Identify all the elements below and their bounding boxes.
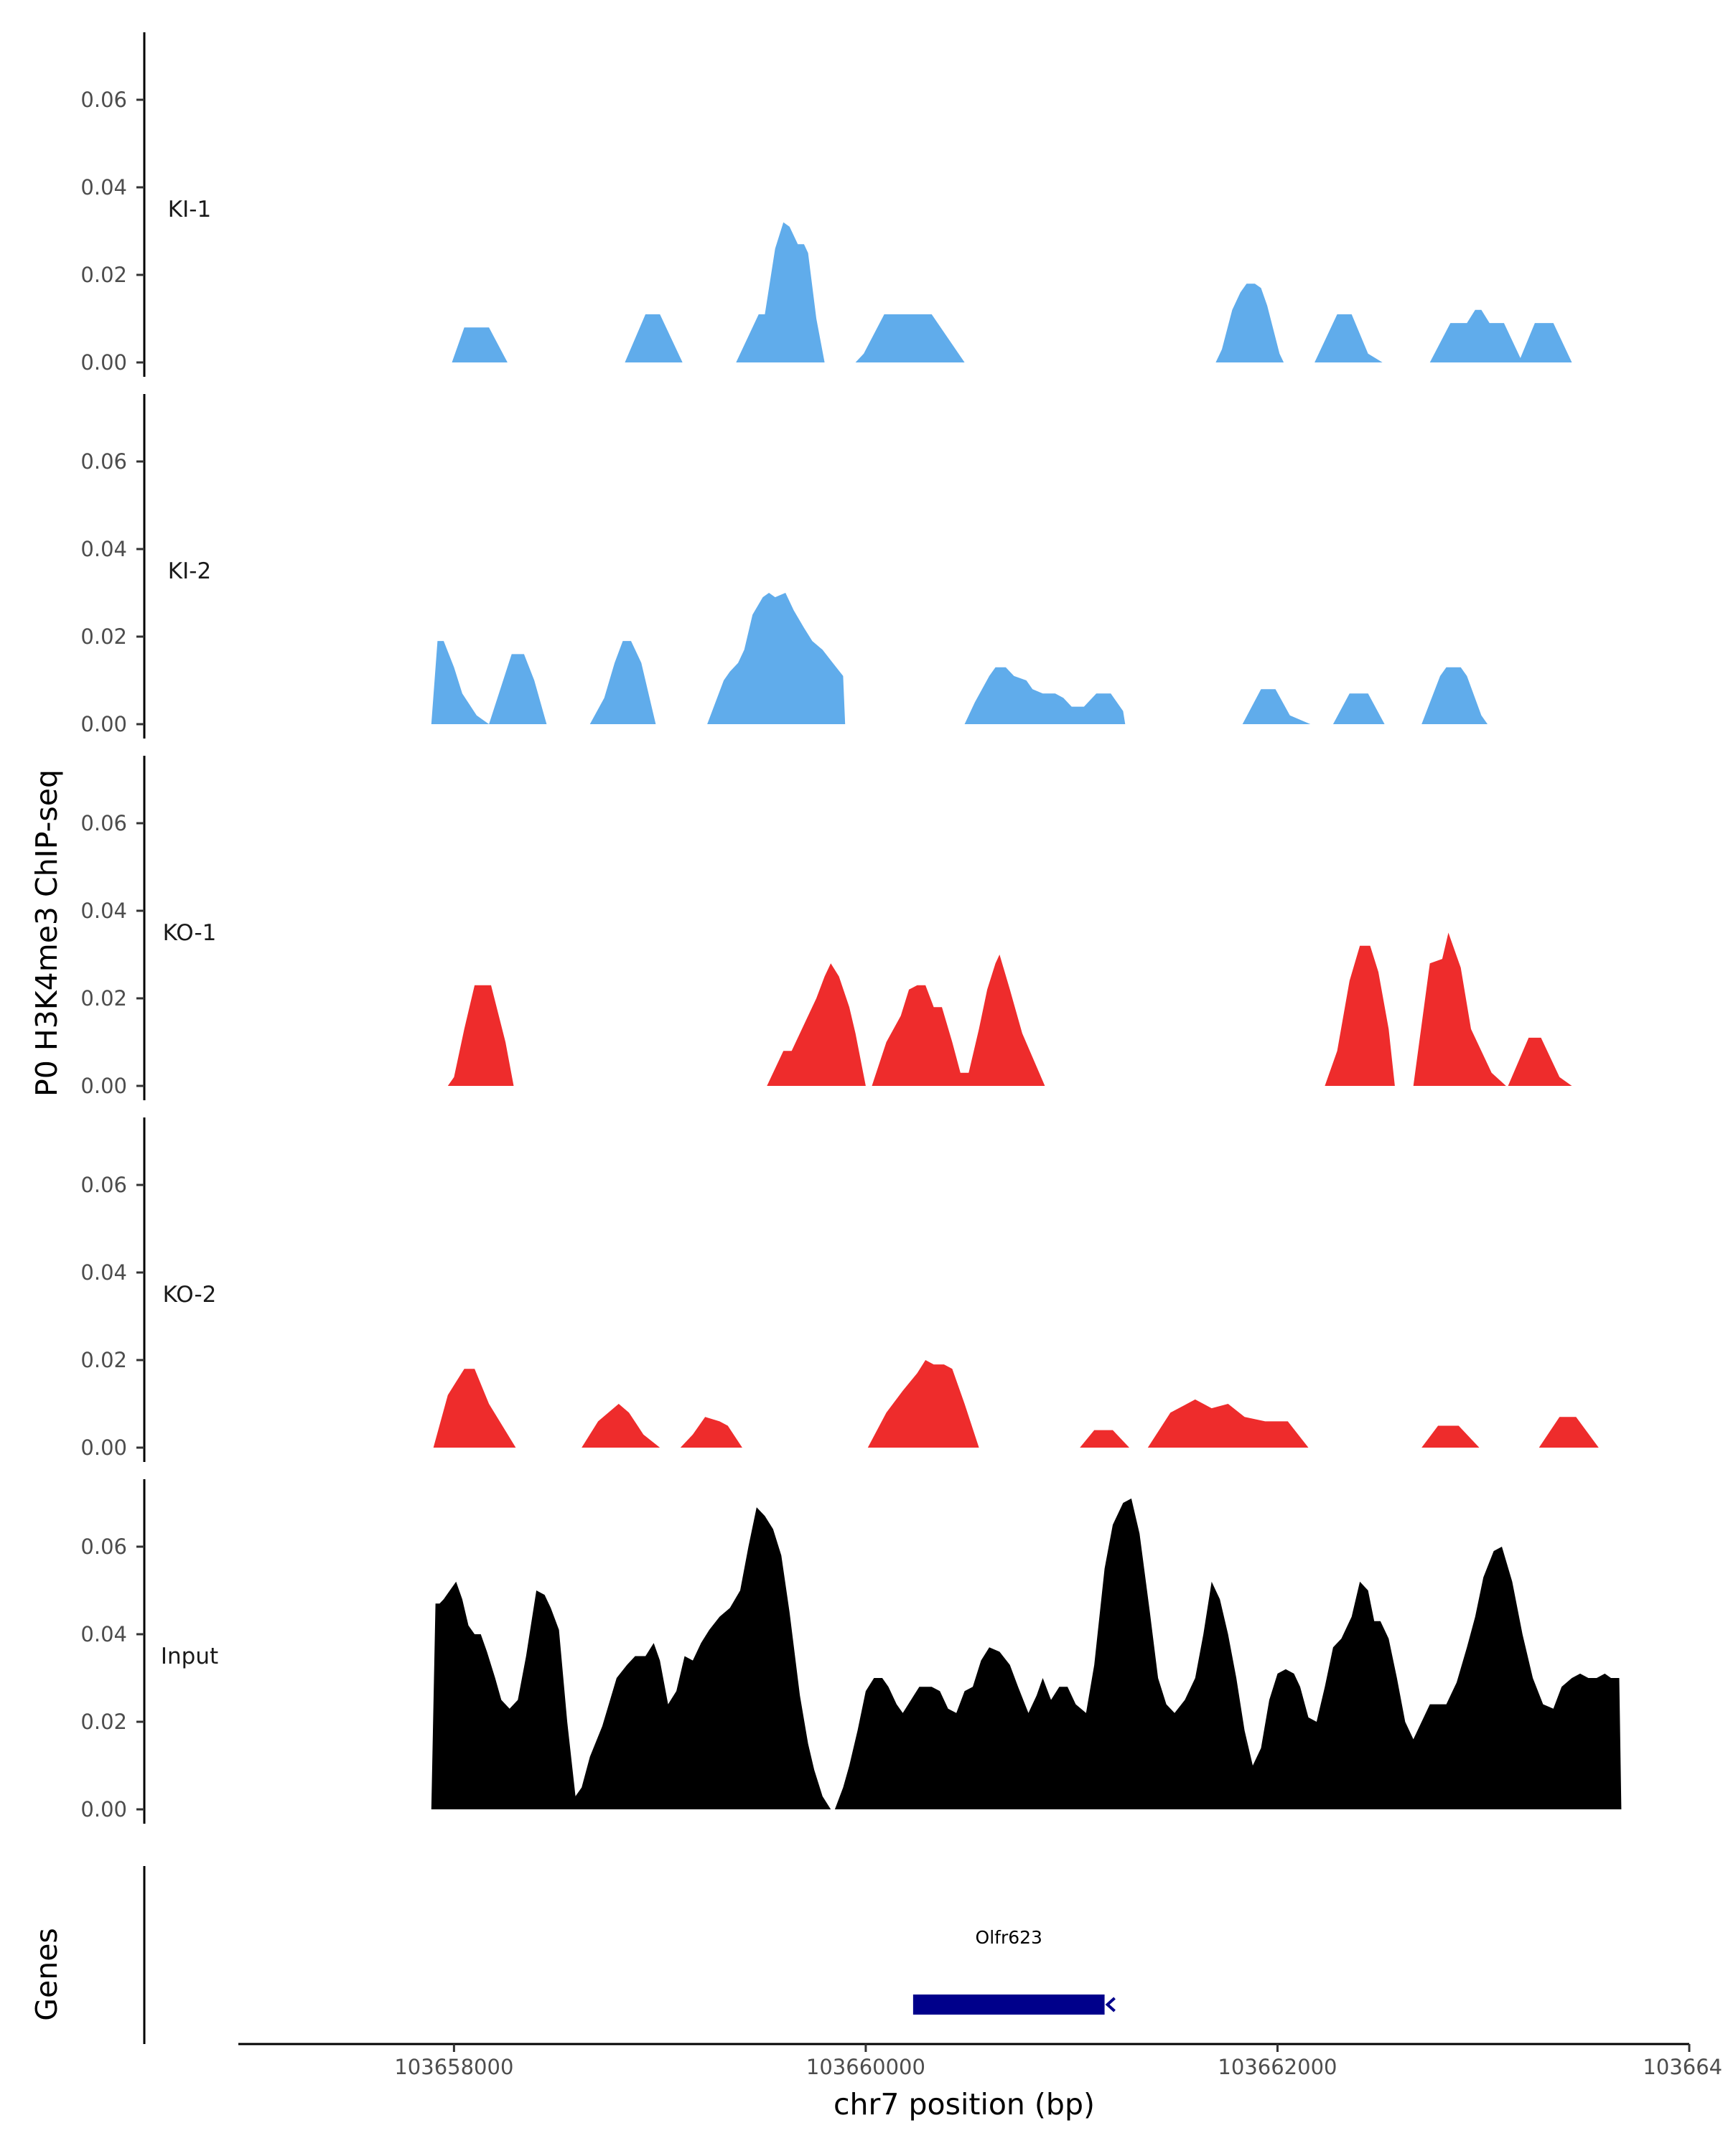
y-tick-label: 0.00 <box>80 350 127 375</box>
track-label: KI-2 <box>168 558 211 584</box>
strand-arrow-icon <box>1105 1997 1116 2012</box>
signal-peak <box>1538 1417 1599 1448</box>
signal-peak <box>1429 309 1572 362</box>
x-tick-label: 103662000 <box>1218 2055 1337 2079</box>
y-tick-label: 0.06 <box>80 1534 127 1559</box>
y-tick-label: 0.04 <box>80 175 127 200</box>
signal-peak <box>964 667 1126 724</box>
track-label: KI-1 <box>168 197 211 222</box>
signal-peak <box>1421 1425 1480 1448</box>
signal-peak <box>867 1360 979 1448</box>
signal-peak <box>680 1417 742 1448</box>
y-tick-label: 0.02 <box>80 986 127 1011</box>
track-ki-1: 0.00 0.02 0.04 0.06 KI-1 <box>80 32 1572 377</box>
x-tick-label: 1036640 <box>1643 2055 1723 2079</box>
signal-peak <box>489 654 547 724</box>
signal-peak <box>582 1404 660 1448</box>
gene-name: Olfr623 <box>976 1927 1042 1948</box>
y-tick-label: 0.06 <box>80 811 127 835</box>
y-tick-label: 0.02 <box>80 1710 127 1734</box>
signal-peak <box>431 641 490 724</box>
signal-peak <box>1508 1037 1572 1086</box>
track-input: 0.00 0.02 0.04 0.06 Input <box>80 1479 1622 1824</box>
y-tick-label: 0.00 <box>80 712 127 736</box>
y-tick-label: 0.02 <box>80 1348 127 1372</box>
y-tick-label: 0.06 <box>80 88 127 112</box>
signal-peak <box>1421 667 1488 724</box>
signal-peak <box>447 985 514 1086</box>
signal-peak <box>872 955 1045 1086</box>
signal-peak <box>431 1507 831 1809</box>
signal-peak <box>433 1369 516 1448</box>
genes-panel: Genes Olfr623 <box>29 1866 1116 2044</box>
x-axis: 103658000 103660000 103662000 1036640 <box>238 2043 1723 2079</box>
genes-panel-title: Genes <box>29 1928 64 2021</box>
x-axis-title: chr7 position (bp) <box>834 2087 1095 2122</box>
x-tick-label: 103658000 <box>394 2055 513 2079</box>
signal-peak <box>1315 314 1383 362</box>
gene-body <box>912 1995 1105 2015</box>
signal-peak <box>625 314 683 362</box>
track-ko-1: 0.00 0.02 0.04 0.06 KO-1 <box>80 756 1572 1100</box>
signal-peak <box>1413 932 1506 1086</box>
signal-peak <box>736 222 825 362</box>
signal-peak <box>1332 693 1385 724</box>
signal-peak <box>1242 689 1311 724</box>
y-tick-label: 0.00 <box>80 1797 127 1822</box>
y-tick-label: 0.04 <box>80 899 127 923</box>
y-tick-label: 0.00 <box>80 1435 127 1460</box>
signal-peak <box>452 327 508 362</box>
track-label: KO-2 <box>163 1282 217 1308</box>
y-tick-label: 0.06 <box>80 449 127 474</box>
signal-peak <box>767 963 866 1086</box>
tracks-layer: 0.00 0.02 0.04 0.06 KI-1 0.00 0.02 0.04 0.06 KI-2… <box>80 32 1622 1824</box>
y-tick-label: 0.00 <box>80 1074 127 1098</box>
signal-peak <box>1147 1399 1309 1448</box>
signal-peak <box>707 593 846 724</box>
track-label: Input <box>161 1644 218 1669</box>
y-tick-label: 0.06 <box>80 1173 127 1197</box>
signal-peak <box>1080 1430 1129 1448</box>
y-tick-label: 0.04 <box>80 1622 127 1646</box>
x-tick-label: 103660000 <box>806 2055 925 2079</box>
y-tick-label: 0.04 <box>80 537 127 561</box>
y-tick-label: 0.02 <box>80 263 127 287</box>
signal-peak <box>1215 283 1284 362</box>
signal-peak <box>834 1498 1622 1809</box>
track-ko-2: 0.00 0.02 0.04 0.06 KO-2 <box>80 1117 1599 1462</box>
signal-peak <box>589 641 656 724</box>
y-tick-label: 0.04 <box>80 1260 127 1285</box>
signal-peak <box>1325 945 1395 1086</box>
y-tick-label: 0.02 <box>80 624 127 649</box>
track-label: KO-1 <box>163 920 217 946</box>
track-ki-2: 0.00 0.02 0.04 0.06 KI-2 <box>80 394 1488 739</box>
signal-peak <box>855 314 965 362</box>
y-axis-title: P0 H3K4me3 ChIP-seq <box>29 769 64 1097</box>
